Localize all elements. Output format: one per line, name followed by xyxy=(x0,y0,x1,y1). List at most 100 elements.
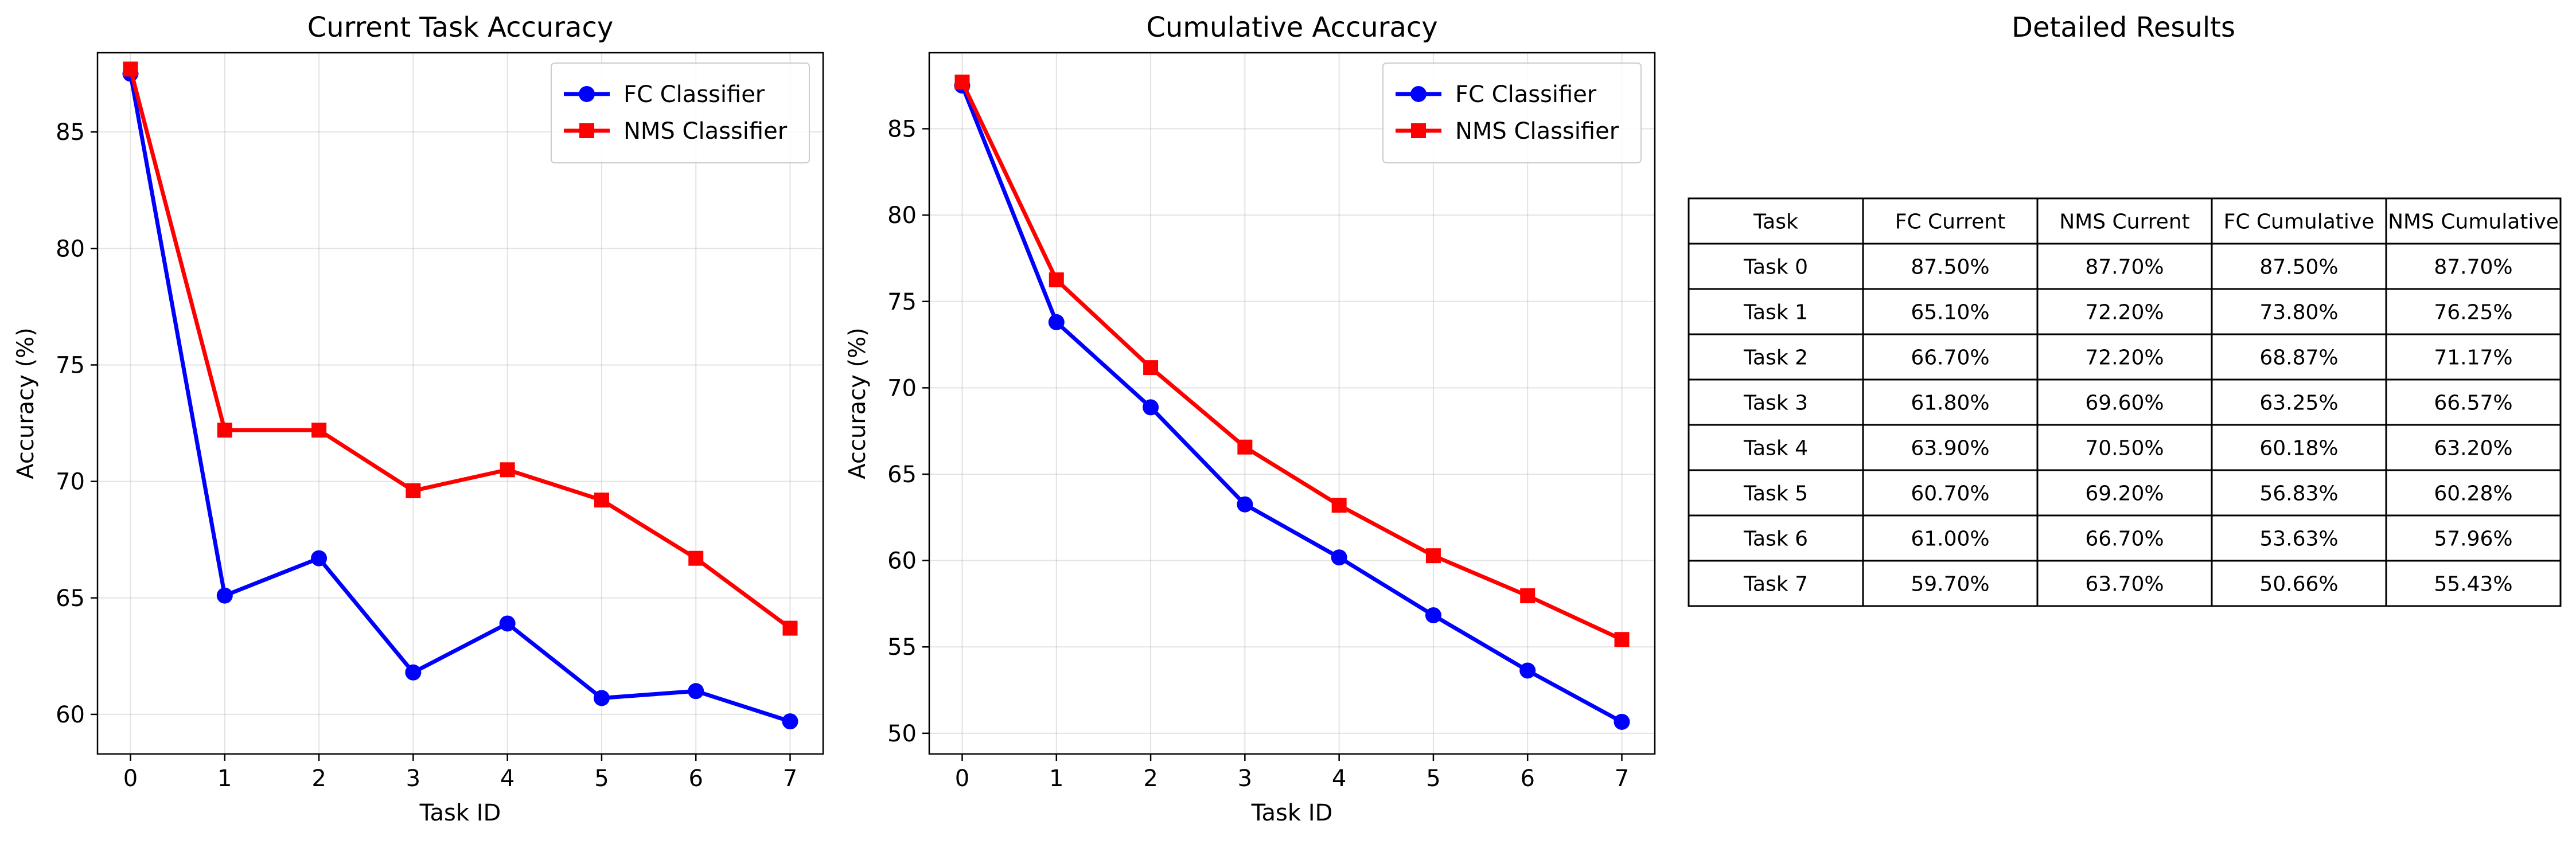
data-point-nms xyxy=(1520,588,1536,604)
data-point-nms xyxy=(688,550,704,566)
y-tick-label: 70 xyxy=(56,469,85,495)
y-tick-label: 80 xyxy=(56,236,85,262)
table-cell-text: 63.90% xyxy=(1911,437,1989,460)
y-tick-label: 80 xyxy=(887,202,917,229)
table-cell-text: 53.63% xyxy=(2259,528,2338,551)
x-tick-label: 2 xyxy=(311,765,326,792)
y-tick-label: 70 xyxy=(887,375,917,401)
y-tick-label: 55 xyxy=(887,634,917,661)
table-cell xyxy=(2211,560,2387,607)
plot-area-frame xyxy=(928,52,1656,755)
legend-marker xyxy=(1411,123,1426,138)
data-point-nms xyxy=(217,423,232,438)
table-cell xyxy=(2385,560,2562,607)
series-line-fc xyxy=(960,84,1623,724)
table-cell-text: 60.18% xyxy=(2259,437,2338,460)
table-cell xyxy=(1862,288,2039,335)
x-tick-label: 7 xyxy=(783,765,797,792)
table-cell xyxy=(1862,424,2039,471)
table-header-cell xyxy=(1688,197,1864,245)
x-tick-label: 6 xyxy=(1520,765,1534,792)
data-point-fc xyxy=(1614,713,1630,730)
table-cell-text: Task 2 xyxy=(1743,346,1808,370)
table-cell-text: 65.10% xyxy=(1911,301,1989,325)
data-point-fc xyxy=(216,587,233,604)
data-point-fc xyxy=(1519,662,1536,679)
series-line-nms xyxy=(128,68,792,630)
table-title: Detailed Results xyxy=(2012,11,2235,44)
cumulative-accuracy-chart: 0 1 2 3 4 5 6 7 50 55 60 65 70 75 80 85 Cumulative Accu… xyxy=(844,11,1656,826)
legend-label: NMS Classifier xyxy=(623,118,788,144)
data-point-nms xyxy=(500,462,515,478)
table-cell-text: 56.83% xyxy=(2259,482,2338,506)
table-cell xyxy=(2211,288,2387,335)
table-header-text: FC Current xyxy=(1895,210,2006,234)
table-cell-text: 60.70% xyxy=(1911,482,1989,506)
table-header-cell xyxy=(2385,197,2562,245)
table-header-text: FC Cumulative xyxy=(2224,210,2375,234)
data-point-nms xyxy=(1614,632,1630,647)
table-cell-text: Task 7 xyxy=(1743,573,1808,596)
table-cell xyxy=(2385,424,2562,471)
table-cell xyxy=(2036,243,2213,290)
data-point-fc xyxy=(1237,496,1253,513)
table-cell xyxy=(1862,514,2039,562)
data-point-nms xyxy=(406,483,421,498)
table-cell xyxy=(1862,333,2039,381)
table-cell-text: 57.96% xyxy=(2434,528,2512,551)
x-tick-label: 0 xyxy=(955,765,969,792)
x-tick-label: 1 xyxy=(217,765,232,792)
table-cell xyxy=(2385,514,2562,562)
y-tick-label: 85 xyxy=(56,119,85,146)
x-tick-label: 4 xyxy=(500,765,515,792)
table-cell-text: 87.70% xyxy=(2085,256,2164,279)
table-cell-text: 55.43% xyxy=(2434,573,2512,596)
table-cell xyxy=(2211,424,2387,471)
data-point-fc xyxy=(1425,607,1441,624)
x-tick-label: 5 xyxy=(594,765,609,792)
table-cell-text: 87.50% xyxy=(1911,256,1989,279)
x-tick-label: 0 xyxy=(123,765,138,792)
legend-label: FC Classifier xyxy=(623,81,765,108)
table-cell-text: 87.70% xyxy=(2434,256,2512,279)
table-cell-text: 60.28% xyxy=(2434,482,2512,506)
table-cell xyxy=(1688,243,1864,290)
legend: FC Classifier NMS Classifier xyxy=(1382,62,1642,163)
table-cell-text: Task 4 xyxy=(1743,437,1808,460)
table-cell xyxy=(2036,288,2213,335)
table-cell xyxy=(2385,469,2562,517)
table-cell xyxy=(1688,560,1864,607)
table-header-text: Task xyxy=(1753,210,1798,234)
table-cell-text: 76.25% xyxy=(2434,301,2512,325)
table-cell-text: 71.17% xyxy=(2434,346,2512,370)
table-cell-text: Task 0 xyxy=(1743,256,1808,279)
data-point-nms xyxy=(594,493,609,508)
data-point-fc xyxy=(1048,314,1065,330)
table-cell-text: 61.00% xyxy=(1911,528,1989,551)
table-cell-text: 69.20% xyxy=(2085,482,2164,506)
table-cell xyxy=(2385,333,2562,381)
table-cell-text: Task 5 xyxy=(1743,482,1808,506)
table-cell-text: Task 6 xyxy=(1743,528,1808,551)
data-point-fc xyxy=(1331,549,1347,566)
table-cell xyxy=(2385,378,2562,426)
table-cell-text: 66.70% xyxy=(2085,528,2164,551)
y-tick-label: 50 xyxy=(887,721,917,747)
legend-marker xyxy=(579,86,595,102)
y-tick-label: 65 xyxy=(887,462,917,488)
table-cell-text: 68.87% xyxy=(2259,346,2338,370)
table-cell xyxy=(2036,560,2213,607)
data-point-fc xyxy=(593,690,610,706)
detailed-results-table: Detailed Results Task FC Current NMS Curre… xyxy=(1688,11,2562,607)
chart-title: Cumulative Accuracy xyxy=(1146,11,1437,44)
table-cell xyxy=(2385,243,2562,290)
table-cell xyxy=(2211,469,2387,517)
y-axis-label: Accuracy (%) xyxy=(844,327,871,479)
x-tick-label: 3 xyxy=(1238,765,1252,792)
x-tick-label: 7 xyxy=(1615,765,1629,792)
data-point-nms xyxy=(954,75,970,90)
table-cell xyxy=(2036,333,2213,381)
legend-box xyxy=(551,62,810,163)
table-header-text: NMS Current xyxy=(2059,210,2190,234)
